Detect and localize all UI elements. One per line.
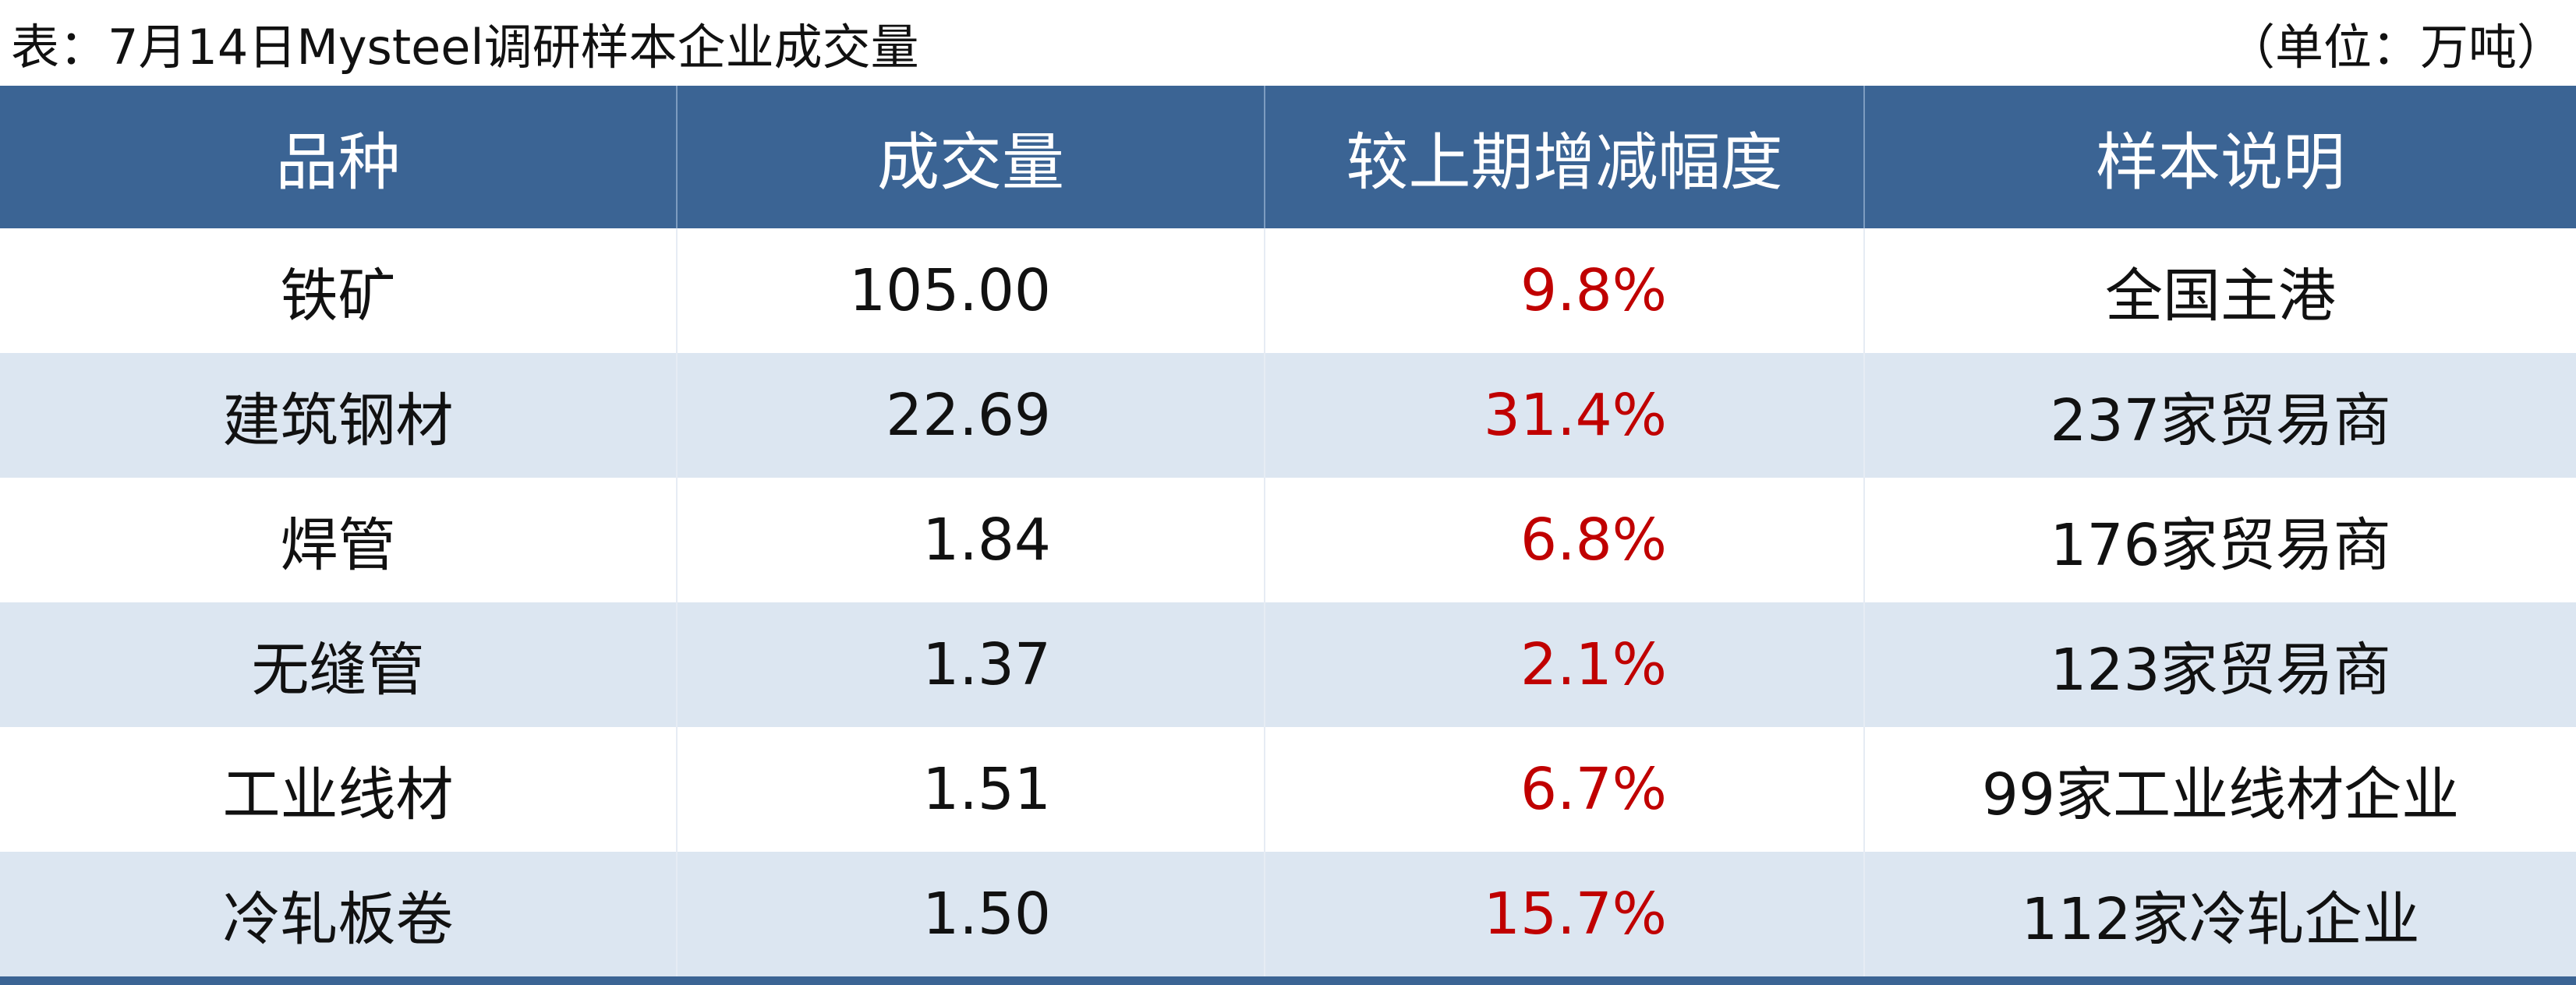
table-cell: 6.8%	[1264, 478, 1864, 602]
column-header: 成交量	[676, 86, 1265, 228]
table-row: 无缝管 1.37 2.1% 123家贸易商	[0, 602, 2576, 727]
table-cell: 105.00	[676, 228, 1265, 353]
table-cell: 6.7%	[1264, 727, 1864, 852]
table-cell: 9.8%	[1264, 228, 1864, 353]
table-row: 铁矿 105.00 9.8% 全国主港	[0, 228, 2576, 353]
table-cell: 176家贸易商	[1863, 478, 2576, 602]
table-cell: 建筑钢材	[0, 353, 677, 478]
table-body: 铁矿 105.00 9.8% 全国主港 建筑钢材 22.69 31.4% 237家贸易商 焊管 1…	[0, 228, 2576, 981]
title: 表：7月14日Mysteel调研样本企业成交量	[11, 19, 919, 76]
table-cell: 31.4%	[1264, 353, 1864, 478]
table-cell: 全国主港	[1863, 228, 2576, 353]
table-cell: 2.1%	[1264, 602, 1864, 727]
table-cell: 15.7%	[1264, 852, 1864, 981]
unit: （单位：万吨）	[2226, 19, 2565, 76]
column-header: 较上期增减幅度	[1264, 86, 1864, 228]
table-cell: 237家贸易商	[1863, 353, 2576, 478]
table-cell: 123家贸易商	[1863, 602, 2576, 727]
table-cell: 22.69	[676, 353, 1265, 478]
table-row: 冷轧板卷 1.50 15.7% 112家冷轧企业	[0, 852, 2576, 981]
table-row: 工业线材 1.51 6.7% 99家工业线材企业	[0, 727, 2576, 852]
table-cell: 1.37	[676, 602, 1265, 727]
table-cell: 冷轧板卷	[0, 852, 677, 981]
table-cell: 1.84	[676, 478, 1265, 602]
table-row: 建筑钢材 22.69 31.4% 237家贸易商	[0, 353, 2576, 478]
column-header: 品种	[0, 86, 677, 228]
table-cell: 工业线材	[222, 761, 454, 828]
table-cell: 112家冷轧企业	[1863, 852, 2576, 981]
table-cell: 铁矿	[280, 262, 396, 330]
table-cell: 1.50	[676, 852, 1265, 981]
table-row: 焊管 1.84 6.8% 176家贸易商	[0, 478, 2576, 602]
title-bar: 表：7月14日Mysteel调研样本企业成交量 （单位：万吨）	[0, 0, 2576, 86]
table-cell: 99家工业线材企业	[1863, 727, 2576, 852]
column-header: 样本说明	[1863, 86, 2576, 228]
table-cell: 无缝管	[0, 602, 677, 727]
table-cell: 1.51	[676, 727, 1265, 852]
table-cell: 焊管	[280, 511, 396, 579]
data-table: 品种 成交量 较上期增减幅度 样本说明 铁矿 105.00 9.8% 全国主港 建筑钢材 22.…	[0, 86, 2576, 985]
header-row: 品种 成交量 较上期增减幅度 样本说明	[0, 86, 2576, 228]
